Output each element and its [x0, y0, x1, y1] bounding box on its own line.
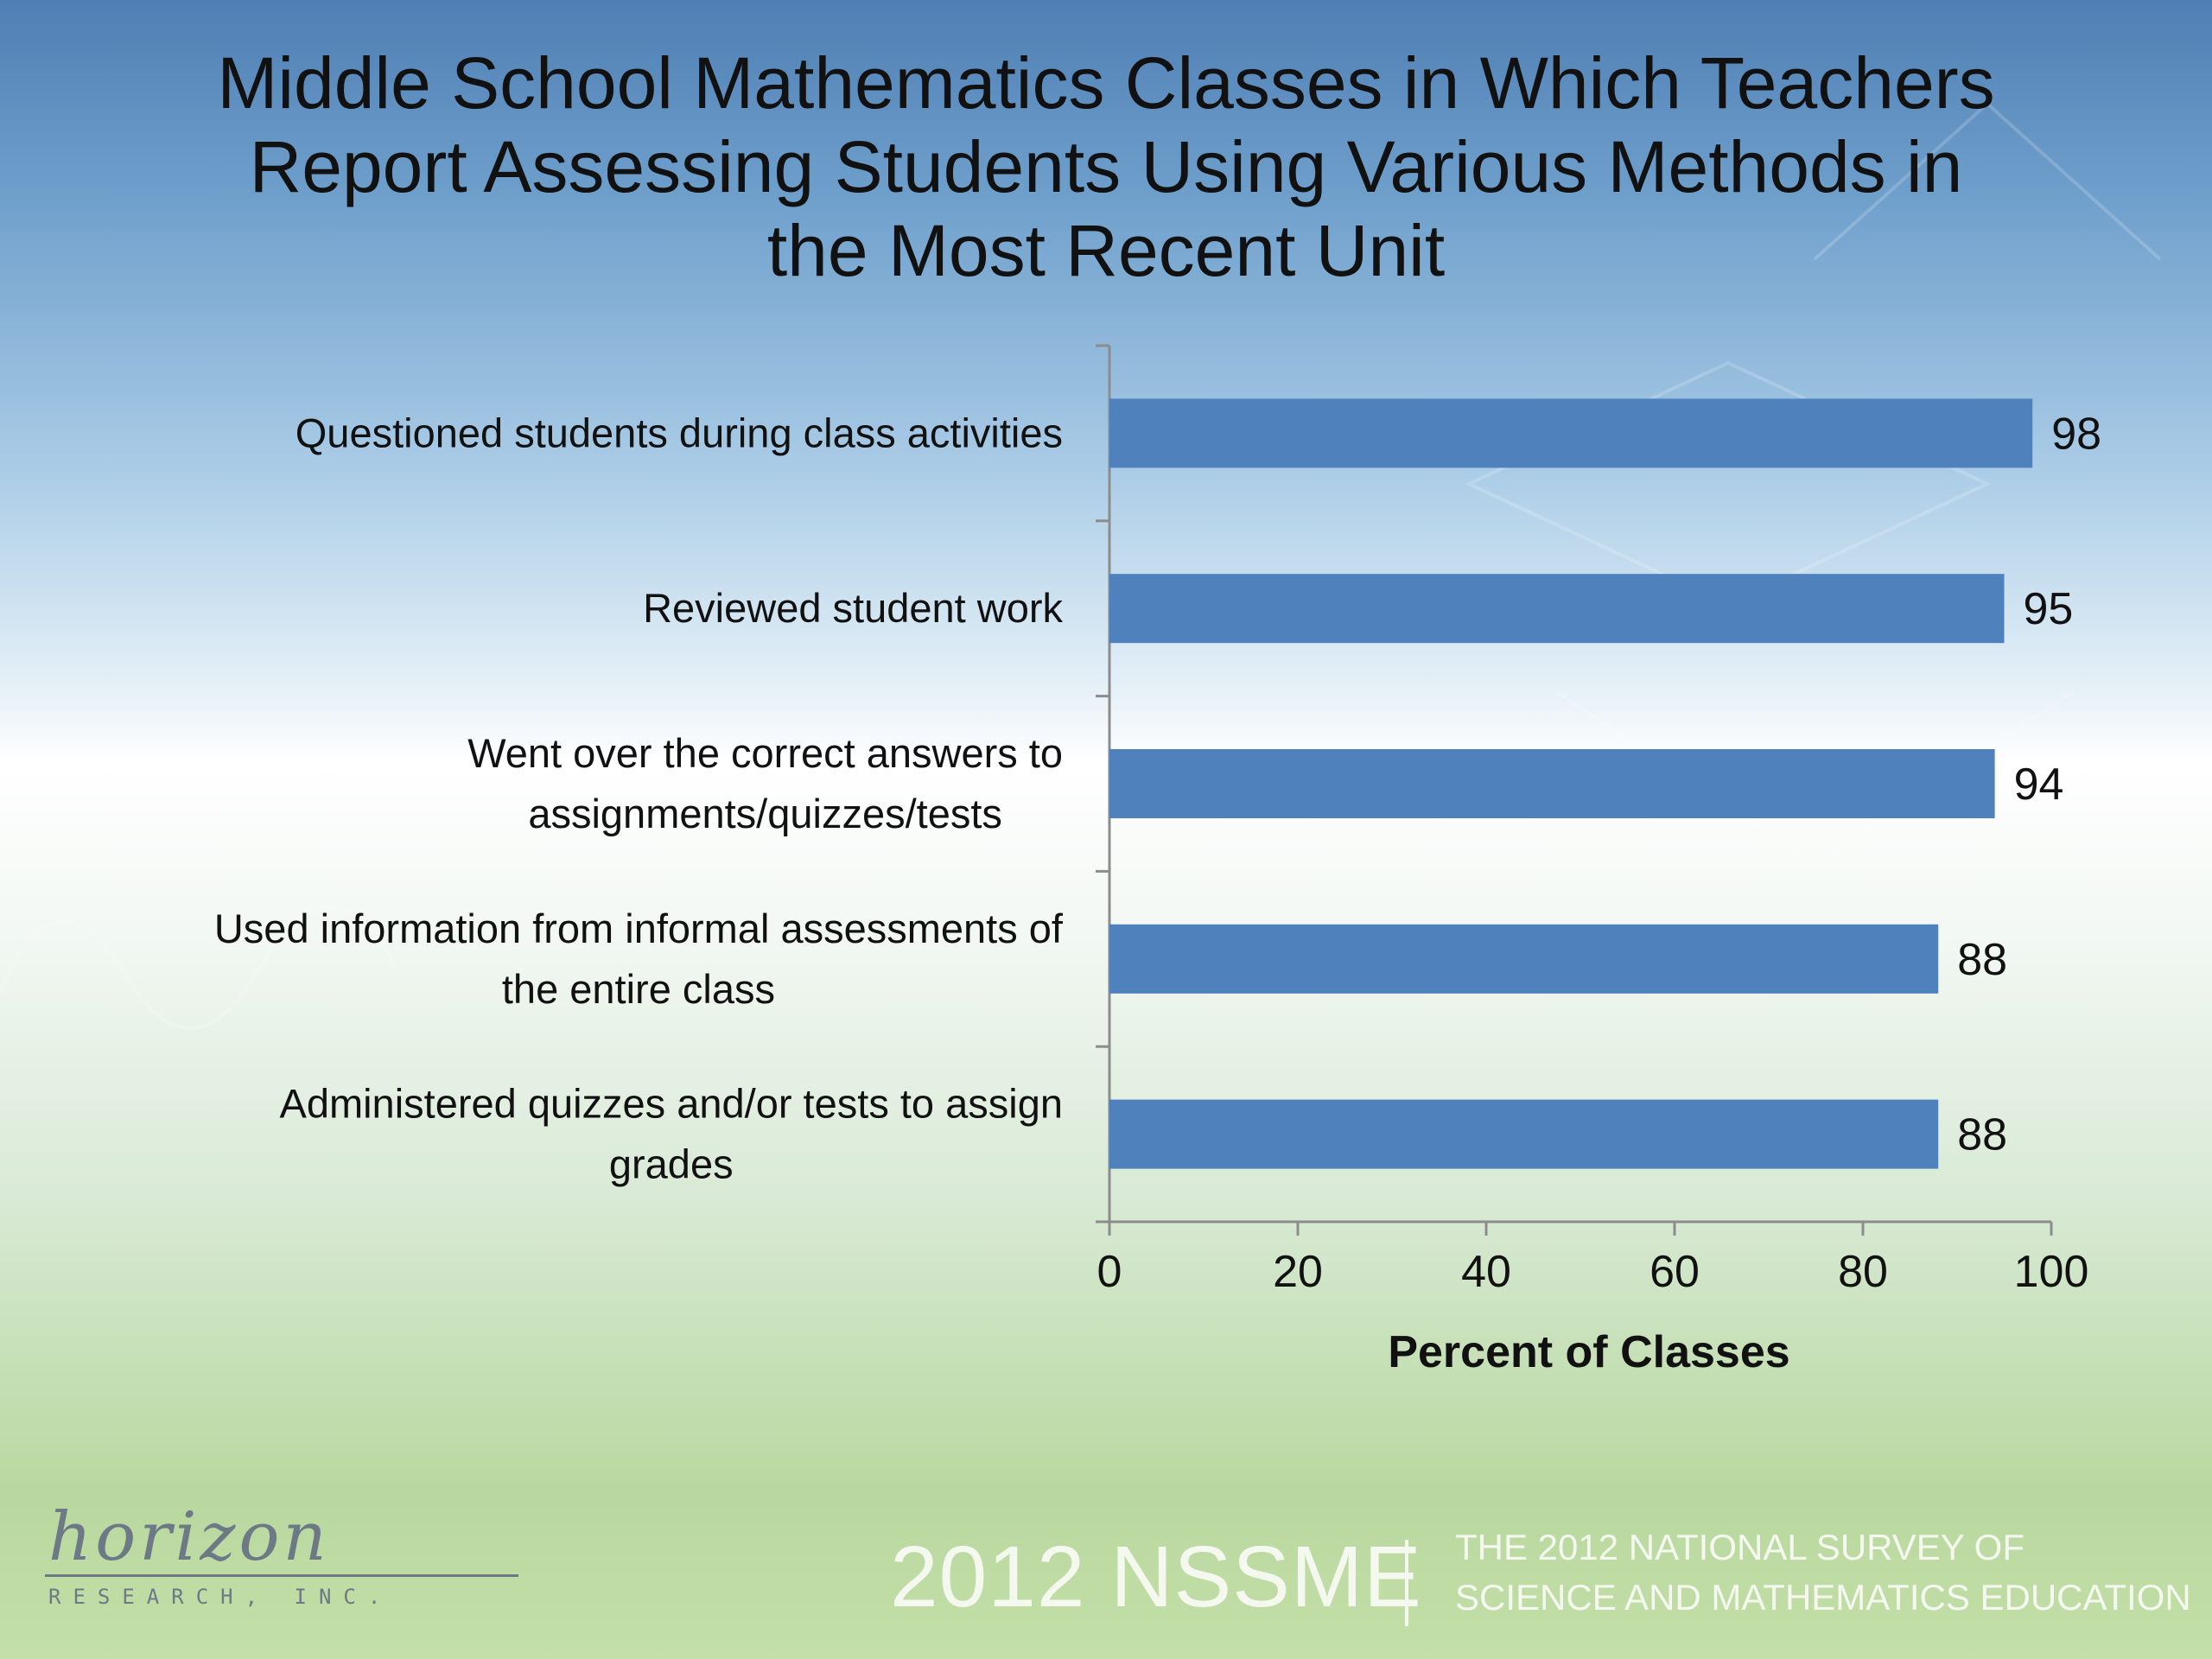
- survey-brand: 2012 NSSME: [890, 1529, 1422, 1625]
- x-tick-label: 60: [1649, 1247, 1700, 1297]
- horizon-logo: horizon RESEARCH, INC.: [45, 1498, 529, 1624]
- plot-area: 0 20 40 60 80 100 98 Questioned students during…: [214, 344, 2101, 1377]
- category-label: grades: [609, 1141, 734, 1187]
- category-label: the entire class: [502, 966, 775, 1012]
- brand-divider: [1405, 1540, 1408, 1626]
- x-tick-label: 100: [2014, 1247, 2089, 1297]
- tagline-line-2: SCIENCE AND MATHEMATICS EDUCATION: [1455, 1577, 2191, 1618]
- chart-title: Middle School Mathematics Classes in Whi…: [217, 42, 1995, 291]
- category-label: Administered quizzes and/or tests to ass…: [279, 1081, 1063, 1127]
- category-label: assignments/quizzes/tests: [528, 791, 1002, 836]
- data-label: 95: [2024, 584, 2074, 634]
- x-tick-label: 40: [1461, 1247, 1511, 1297]
- category-label: Used information from informal assessmen…: [214, 906, 1064, 951]
- category-label: Reviewed student work: [643, 585, 1063, 631]
- x-tick-label: 0: [1097, 1247, 1122, 1297]
- x-tick-label: 20: [1273, 1247, 1323, 1297]
- logo-wordmark: horizon: [48, 1498, 330, 1576]
- data-label: 88: [1957, 935, 2007, 985]
- logo-subtext: RESEARCH, INC.: [48, 1585, 393, 1609]
- data-label: 88: [1957, 1110, 2007, 1160]
- category-label: Went over the correct answers to: [467, 730, 1063, 776]
- data-label: 98: [2051, 409, 2101, 459]
- logo-underline: [45, 1574, 518, 1577]
- category-label: Questioned students during class activit…: [296, 410, 1063, 455]
- survey-tagline: THE 2012 NATIONAL SURVEY OF SCIENCE AND …: [1455, 1522, 2191, 1623]
- bar: [1109, 924, 1939, 994]
- bar: [1109, 398, 2033, 468]
- bar: [1109, 749, 1995, 818]
- x-axis-title: Percent of Classes: [1388, 1327, 1789, 1377]
- x-tick-label: 80: [1838, 1247, 1888, 1297]
- tagline-line-1: THE 2012 NATIONAL SURVEY OF: [1455, 1527, 2024, 1567]
- bar: [1109, 574, 2005, 644]
- bar: [1109, 1099, 1939, 1169]
- data-label: 94: [2014, 760, 2064, 810]
